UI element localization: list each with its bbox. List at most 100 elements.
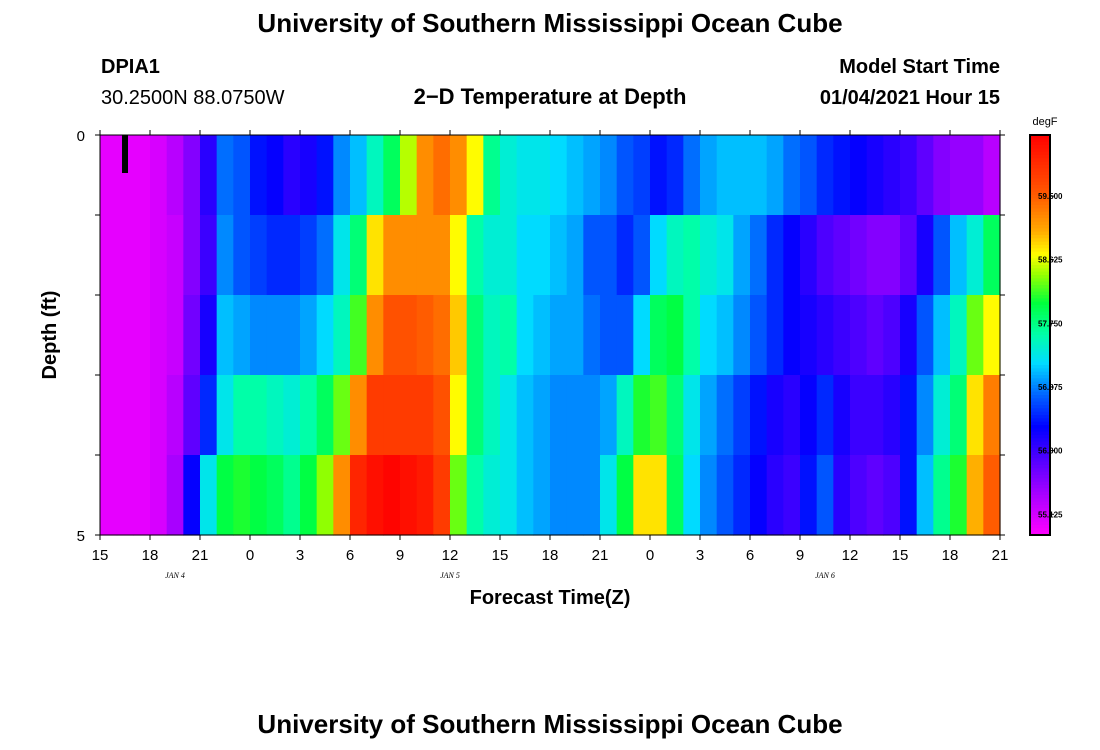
heatmap-cell (983, 375, 1001, 456)
heatmap-cell (266, 295, 284, 376)
colorbar-segment (1030, 238, 1050, 243)
colorbar-segment (1030, 385, 1050, 389)
heatmap-cell (233, 135, 251, 216)
heatmap-cell (866, 295, 884, 376)
heatmap-cell (483, 215, 501, 296)
x-tick-label: 3 (296, 547, 304, 564)
colorbar-label: 55.125 (1038, 510, 1063, 519)
colorbar-segment (1030, 401, 1050, 406)
heatmap-cell (350, 215, 368, 296)
heatmap-cell (866, 455, 884, 536)
heatmap-cell (850, 135, 868, 216)
heatmap-cell (666, 295, 684, 376)
colorbar-segment (1030, 165, 1050, 169)
heatmap-cell (416, 455, 434, 536)
heatmap-cell (500, 295, 518, 376)
heatmap-cell (766, 135, 784, 216)
heatmap-cell (900, 215, 918, 296)
heatmap-cell (316, 135, 334, 216)
heatmap-cell (750, 135, 768, 216)
heatmap-cell (383, 295, 401, 376)
heatmap-cell (550, 295, 568, 376)
heatmap-cell (666, 375, 684, 456)
heatmap-cell (850, 455, 868, 536)
heatmap-cell (433, 215, 451, 296)
heatmap-cell (200, 455, 218, 536)
colorbar-segment (1030, 181, 1050, 186)
heatmap-cell (533, 295, 551, 376)
heatmap-cell (266, 375, 284, 456)
heatmap-cell (533, 135, 551, 216)
heatmap-cell (516, 295, 534, 376)
heatmap-cell (150, 215, 168, 296)
colorbar-segment (1030, 531, 1050, 536)
heatmap-cell (800, 215, 818, 296)
colorbar-segment (1030, 205, 1050, 209)
heatmap-cell (133, 375, 151, 456)
heatmap-cell (183, 295, 201, 376)
heatmap-cell (700, 135, 718, 216)
colorbar-segment (1030, 258, 1050, 263)
model-start-label: Model Start Time (839, 56, 1000, 78)
colorbar-segment (1030, 275, 1050, 279)
station-id: DPIA1 (101, 56, 160, 78)
heatmap-cell (633, 135, 651, 216)
heatmap-cell (216, 215, 234, 296)
heatmap-cell (566, 295, 584, 376)
colorbar-segment (1030, 381, 1050, 386)
colorbar-segment (1030, 138, 1050, 143)
heatmap-cell (733, 295, 751, 376)
heatmap-cell (883, 375, 901, 456)
colorbar-segment (1030, 348, 1050, 353)
heatmap-cell (800, 455, 818, 536)
heatmap-cell (766, 375, 784, 456)
colorbar-label: 58.625 (1038, 256, 1063, 265)
colorbar-segment (1030, 188, 1050, 193)
colorbar-segment (1030, 468, 1050, 473)
heatmap-cell (950, 375, 968, 456)
heatmap-cell (716, 215, 734, 296)
axes: 15 18 21 0 3 6 9 12 15 18 21 0 3 6 9 12 15 18 21 JAN 4 JAN 5… (77, 128, 1009, 580)
heatmap-cell (450, 215, 468, 296)
x-axis-label: Forecast Time(Z) (470, 587, 631, 609)
heatmap-cell (466, 215, 484, 296)
heatmap-cell (750, 295, 768, 376)
colorbar-segment (1030, 441, 1050, 446)
heatmap-cell (616, 375, 634, 456)
heatmap-cell (216, 375, 234, 456)
heatmap-cell (400, 375, 418, 456)
colorbar-segment (1030, 308, 1050, 313)
heatmap-cell (150, 135, 168, 216)
colorbar-segment (1030, 425, 1050, 429)
colorbar-segment (1030, 171, 1050, 176)
heatmap-cell (316, 215, 334, 296)
heatmap-cell (633, 295, 651, 376)
heatmap-cell (750, 375, 768, 456)
colorbar-segment (1030, 498, 1050, 503)
x-tick-label: 6 (746, 547, 754, 564)
heatmap-cell (333, 135, 351, 216)
colorbar-segment (1030, 455, 1050, 459)
heatmap-cell (933, 135, 951, 216)
heatmap-cell (433, 455, 451, 536)
heatmap-cell (416, 295, 434, 376)
heatmap-cell (833, 375, 851, 456)
heatmap-cell (733, 455, 751, 536)
heatmap-cell (800, 135, 818, 216)
colorbar-segment (1030, 208, 1050, 213)
footer-title: University of Southern Mississippi Ocean… (257, 709, 843, 739)
colorbar-segment (1030, 478, 1050, 483)
colorbar-segment (1030, 421, 1050, 426)
heatmap-cell (300, 295, 318, 376)
colorbar-segment (1030, 228, 1050, 233)
colorbar-segment (1030, 285, 1050, 289)
heatmap-cell (216, 295, 234, 376)
heatmap-cell (583, 455, 601, 536)
colorbar-segment (1030, 295, 1050, 299)
heatmap-cell (916, 135, 934, 216)
heatmap-cell (683, 295, 701, 376)
heatmap-cell (350, 135, 368, 216)
colorbar-segment (1030, 211, 1050, 216)
station-coordinates: 30.2500N 88.0750W (101, 87, 285, 109)
heatmap-cell (116, 455, 134, 536)
